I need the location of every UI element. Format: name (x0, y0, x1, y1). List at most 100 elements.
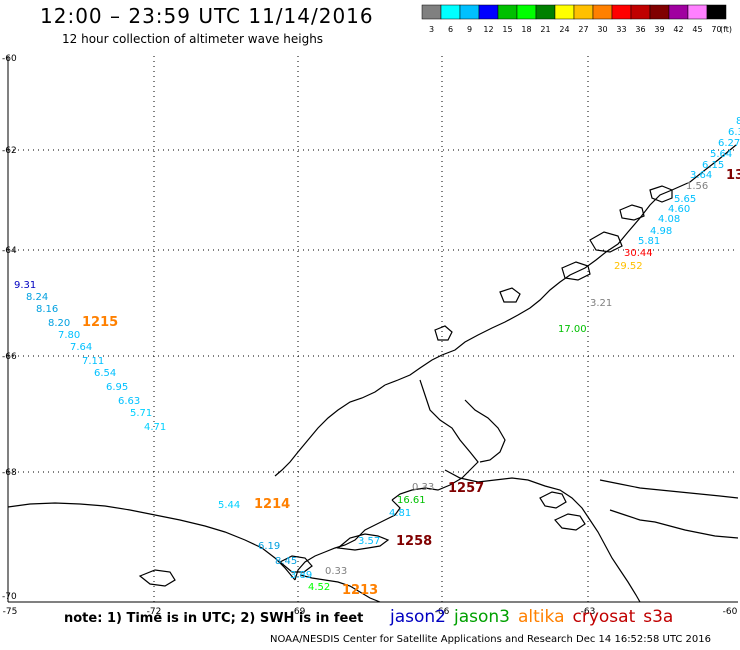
island-3 (138, 569, 176, 587)
legend-label: 42 (673, 25, 683, 34)
island-10 (434, 325, 453, 341)
satellite-jason2: jason2 (390, 607, 446, 627)
coastline-east-2 (599, 479, 739, 499)
legend-label: 12 (483, 25, 493, 34)
satellite-cryosat: cryosat (572, 607, 636, 627)
lat-label: -70 (2, 592, 17, 602)
legend-label: 6 (448, 25, 453, 34)
lat-label: -62 (2, 146, 17, 156)
lon-label: -69 (291, 607, 306, 617)
legend-label: 30 (597, 25, 607, 34)
legend-label: 39 (654, 25, 664, 34)
coastline-peninsula-west (274, 384, 386, 477)
island-6 (589, 231, 623, 253)
legend-label: 9 (467, 25, 472, 34)
legend-swatch (535, 4, 556, 20)
credit-line: NOAA/NESDIS Center for Satellite Applica… (270, 634, 712, 645)
satellite-altika: altika (518, 607, 565, 627)
legend-label: 3 (429, 25, 434, 34)
altimeter-tracks: 9.318.248.16 8.207.807.64 7.116.54 6.95 6.63… (14, 116, 740, 598)
legend-swatch (649, 4, 670, 20)
swh-value: 0.33 (325, 566, 347, 577)
page-title: 12:00 – 23:59 UTC 11/14/2016 (40, 4, 374, 28)
legend-swatch (706, 4, 727, 20)
lon-label: -75 (3, 607, 18, 617)
swh-value: 3.21 (590, 298, 612, 309)
swh-value: 8 (736, 116, 740, 127)
island-5 (539, 491, 567, 509)
legend-label: 33 (616, 25, 626, 34)
coastline-east-3 (609, 509, 739, 539)
island-11 (499, 287, 521, 303)
lat-label: -64 (2, 246, 17, 256)
swh-value: 4.71 (144, 422, 166, 433)
pass-time-label: 1214 (254, 497, 290, 512)
swh-value: 3.57 (358, 536, 380, 547)
island-8 (619, 204, 645, 221)
legend-swatch (573, 4, 594, 20)
swh-value: 6.19 (258, 541, 280, 552)
coastline-east-1 (444, 469, 641, 603)
legend-swatch (630, 4, 651, 20)
coastline-inner (391, 379, 479, 501)
swh-value: 8.20 (48, 318, 70, 329)
lon-label: -63 (581, 607, 596, 617)
swh-value: 6.63 (118, 396, 140, 407)
legend-swatch (554, 4, 575, 20)
lon-label: -66 (435, 607, 450, 617)
swh-value: 9.31 (14, 280, 36, 291)
footnote: note: 1) Time is in UTC; 2) SWH is in fe… (64, 611, 364, 626)
swh-value: 6.95 (106, 382, 128, 393)
legend-unit: (ft) (720, 25, 732, 34)
pass-time-label: 13 (726, 168, 740, 183)
coastline-south-2 (299, 574, 381, 603)
legend-swatch (440, 4, 461, 20)
island-4 (554, 513, 586, 531)
swh-value: 4.98 (650, 226, 672, 237)
swh-value: 4.60 (668, 204, 690, 215)
swh-value: 0.33 (412, 482, 434, 493)
swh-value: 16.61 (397, 495, 426, 506)
swh-value: 29.52 (614, 261, 643, 272)
swh-value: 5.71 (130, 408, 152, 419)
coastline-bay (464, 399, 506, 463)
coastline-peninsula-north (384, 144, 737, 386)
legend-label: 27 (578, 25, 588, 34)
satellite-s3a: s3a (643, 607, 674, 627)
swh-value: 7.80 (58, 330, 80, 341)
swh-value: 6.54 (94, 368, 116, 379)
swh-value: 7.11 (82, 356, 104, 367)
pass-time-label: 1257 (448, 481, 484, 496)
coastline-south (7, 502, 296, 581)
legend-label: 21 (540, 25, 550, 34)
swh-value: 5.81 (638, 236, 660, 247)
legend-swatch (497, 4, 518, 20)
pass-time-label: 1258 (396, 534, 432, 549)
swh-value: 30.44 (624, 248, 653, 259)
legend-label: 36 (635, 25, 645, 34)
swh-value: 8.45 (275, 556, 297, 567)
lat-label: -68 (2, 468, 17, 478)
swh-value: 4.81 (389, 508, 411, 519)
swh-value: 3.64 (690, 170, 712, 181)
island-9 (649, 185, 673, 203)
swh-value: 5.44 (218, 500, 240, 511)
color-legend: 3 6 9 12 15 18 21 24 27 30 33 36 39 42 45 70(ft) (421, 4, 732, 34)
legend-swatch (478, 4, 499, 20)
lat-label: -60 (2, 54, 17, 64)
swh-value: 6.15 (702, 160, 724, 171)
legend-swatch (421, 4, 442, 20)
legend-swatch (611, 4, 632, 20)
legend-swatch (459, 4, 480, 20)
swh-value: 8.24 (26, 292, 48, 303)
swh-value: 4.52 (308, 582, 330, 593)
swh-value: 17.00 (558, 324, 587, 335)
legend-label: 45 (692, 25, 702, 34)
island-1 (336, 533, 390, 551)
pass-time-label: 1215 (82, 315, 118, 330)
axis-labels: -60 -62 -64 -66 -68 -70 -75 -72 -69 -66 -63 -60 (2, 54, 738, 617)
swh-value: 8.16 (36, 304, 58, 315)
coastline-gulf (294, 499, 401, 581)
swh-value: 7.64 (70, 342, 92, 353)
lat-label: -66 (2, 352, 17, 362)
